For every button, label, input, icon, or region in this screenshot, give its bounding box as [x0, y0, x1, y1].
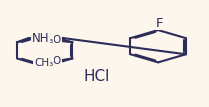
Text: NH: NH — [32, 32, 49, 45]
Text: HCl: HCl — [83, 69, 110, 84]
Text: O: O — [53, 56, 61, 66]
Text: CH₃: CH₃ — [34, 35, 53, 45]
Text: F: F — [155, 17, 163, 30]
Text: O: O — [53, 35, 61, 45]
Text: CH₃: CH₃ — [34, 58, 53, 68]
